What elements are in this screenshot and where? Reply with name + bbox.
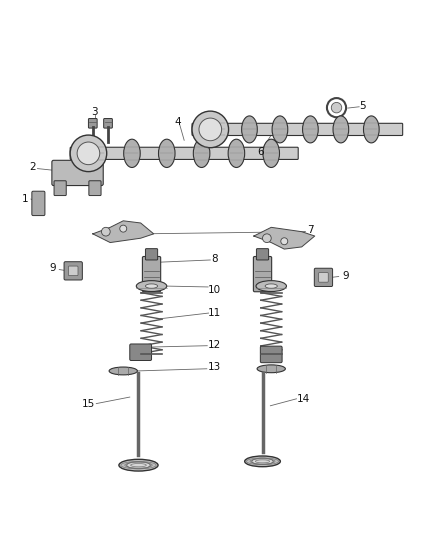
- Ellipse shape: [211, 116, 227, 143]
- FancyBboxPatch shape: [314, 268, 332, 287]
- Ellipse shape: [242, 116, 257, 143]
- Ellipse shape: [119, 459, 158, 471]
- FancyBboxPatch shape: [70, 147, 298, 159]
- Ellipse shape: [364, 116, 379, 143]
- Circle shape: [102, 228, 110, 236]
- Text: 3: 3: [92, 107, 98, 117]
- Ellipse shape: [265, 284, 277, 288]
- FancyBboxPatch shape: [256, 249, 268, 260]
- Ellipse shape: [193, 139, 210, 167]
- Text: 5: 5: [359, 101, 366, 111]
- Text: 12: 12: [208, 340, 221, 350]
- Ellipse shape: [89, 139, 106, 167]
- FancyBboxPatch shape: [89, 181, 101, 196]
- Ellipse shape: [245, 456, 280, 467]
- FancyBboxPatch shape: [145, 249, 158, 260]
- FancyBboxPatch shape: [54, 181, 66, 196]
- Ellipse shape: [263, 139, 279, 167]
- Ellipse shape: [145, 284, 158, 288]
- FancyBboxPatch shape: [319, 272, 328, 282]
- Circle shape: [327, 98, 346, 117]
- Text: 6: 6: [257, 148, 264, 157]
- Ellipse shape: [252, 458, 273, 465]
- FancyBboxPatch shape: [64, 262, 82, 280]
- Ellipse shape: [136, 281, 167, 292]
- Circle shape: [120, 225, 127, 232]
- FancyBboxPatch shape: [142, 256, 161, 292]
- Circle shape: [77, 142, 100, 165]
- FancyBboxPatch shape: [68, 266, 78, 276]
- Ellipse shape: [228, 139, 245, 167]
- Circle shape: [262, 234, 271, 243]
- Text: 1: 1: [22, 194, 28, 204]
- Text: 9: 9: [342, 271, 349, 281]
- Ellipse shape: [256, 281, 286, 292]
- Circle shape: [199, 118, 222, 141]
- Ellipse shape: [272, 116, 288, 143]
- Text: 7: 7: [307, 225, 314, 236]
- Ellipse shape: [159, 139, 175, 167]
- Text: 9: 9: [49, 263, 56, 273]
- Ellipse shape: [333, 116, 349, 143]
- Text: 15: 15: [82, 399, 95, 409]
- Ellipse shape: [109, 367, 138, 375]
- Text: 4: 4: [174, 117, 181, 127]
- Circle shape: [281, 238, 288, 245]
- FancyBboxPatch shape: [32, 191, 45, 215]
- FancyBboxPatch shape: [130, 344, 152, 360]
- Text: 14: 14: [297, 394, 311, 404]
- FancyBboxPatch shape: [260, 346, 282, 362]
- FancyBboxPatch shape: [253, 256, 272, 292]
- Text: 2: 2: [29, 162, 36, 172]
- Polygon shape: [93, 221, 154, 243]
- Circle shape: [70, 135, 107, 172]
- FancyBboxPatch shape: [88, 118, 97, 128]
- FancyBboxPatch shape: [192, 123, 403, 135]
- Ellipse shape: [257, 365, 286, 373]
- Text: 11: 11: [208, 308, 221, 318]
- FancyBboxPatch shape: [52, 160, 103, 185]
- Text: 10: 10: [208, 286, 221, 295]
- Circle shape: [331, 102, 342, 113]
- Polygon shape: [254, 228, 315, 249]
- Circle shape: [192, 111, 229, 148]
- FancyBboxPatch shape: [104, 118, 113, 128]
- Text: 13: 13: [208, 362, 221, 373]
- Ellipse shape: [127, 462, 150, 469]
- Ellipse shape: [124, 139, 140, 167]
- Ellipse shape: [303, 116, 318, 143]
- Text: 8: 8: [212, 254, 218, 264]
